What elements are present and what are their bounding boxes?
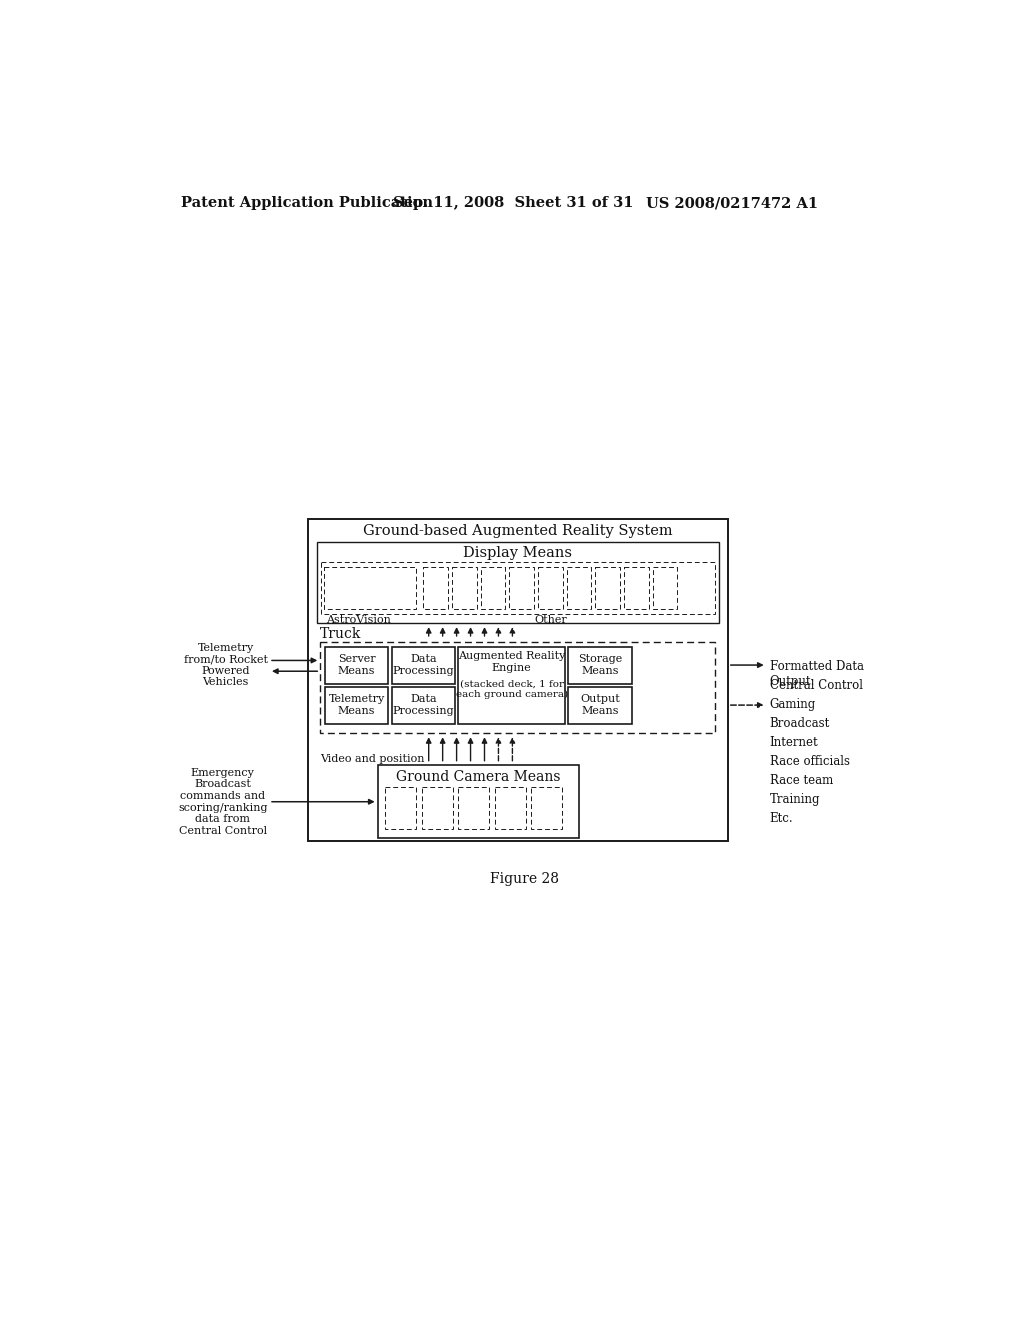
- Bar: [378, 766, 579, 838]
- Text: Display Means: Display Means: [463, 545, 572, 560]
- Text: Ground-based Augmented Reality System: Ground-based Augmented Reality System: [364, 524, 673, 539]
- Bar: [325, 647, 388, 684]
- Bar: [568, 647, 632, 684]
- Text: (stacked deck, 1 for
each ground camera): (stacked deck, 1 for each ground camera): [456, 680, 567, 698]
- Text: US 2008/0217472 A1: US 2008/0217472 A1: [646, 197, 818, 210]
- Bar: [321, 642, 716, 733]
- Bar: [509, 566, 535, 609]
- Text: Data
Processing: Data Processing: [392, 655, 454, 676]
- Text: Server
Means: Server Means: [338, 655, 376, 676]
- Text: Formatted Data
Output:: Formatted Data Output:: [770, 660, 863, 689]
- Bar: [458, 647, 565, 723]
- Bar: [566, 566, 592, 609]
- Bar: [308, 519, 728, 841]
- Bar: [325, 686, 388, 723]
- Text: Figure 28: Figure 28: [490, 873, 559, 886]
- Text: AstroVision: AstroVision: [326, 615, 390, 626]
- Text: Truck: Truck: [321, 627, 361, 642]
- Text: Data
Processing: Data Processing: [392, 694, 454, 715]
- Bar: [624, 566, 649, 609]
- Bar: [458, 787, 489, 829]
- Bar: [423, 566, 449, 609]
- Bar: [595, 566, 621, 609]
- Bar: [531, 787, 562, 829]
- Text: Telemetry
from/to Rocket
Powered
Vehicles: Telemetry from/to Rocket Powered Vehicle…: [183, 643, 267, 688]
- Text: Video and position: Video and position: [321, 754, 425, 764]
- Bar: [321, 562, 715, 614]
- Text: Other: Other: [534, 615, 566, 626]
- Text: Central Control
Gaming
Broadcast
Internet
Race officials
Race team
Training
Etc.: Central Control Gaming Broadcast Interne…: [770, 678, 862, 825]
- Text: Sep. 11, 2008  Sheet 31 of 31: Sep. 11, 2008 Sheet 31 of 31: [393, 197, 634, 210]
- Bar: [391, 647, 455, 684]
- Text: Ground Camera Means: Ground Camera Means: [396, 770, 560, 784]
- Text: Output
Means: Output Means: [581, 694, 620, 715]
- Bar: [652, 566, 678, 609]
- Bar: [422, 787, 453, 829]
- Bar: [452, 566, 477, 609]
- Bar: [495, 787, 525, 829]
- Text: Storage
Means: Storage Means: [578, 655, 623, 676]
- Bar: [568, 686, 632, 723]
- Bar: [391, 686, 455, 723]
- Text: Augmented Reality
Engine: Augmented Reality Engine: [458, 651, 565, 673]
- Bar: [480, 566, 506, 609]
- Bar: [324, 566, 416, 609]
- Text: Patent Application Publication: Patent Application Publication: [180, 197, 433, 210]
- Text: Emergency
Broadcast
commands and
scoring/ranking
data from
Central Control: Emergency Broadcast commands and scoring…: [178, 768, 267, 836]
- Bar: [385, 787, 417, 829]
- Bar: [317, 543, 719, 623]
- Bar: [538, 566, 563, 609]
- Text: Telemetry
Means: Telemetry Means: [329, 694, 385, 715]
